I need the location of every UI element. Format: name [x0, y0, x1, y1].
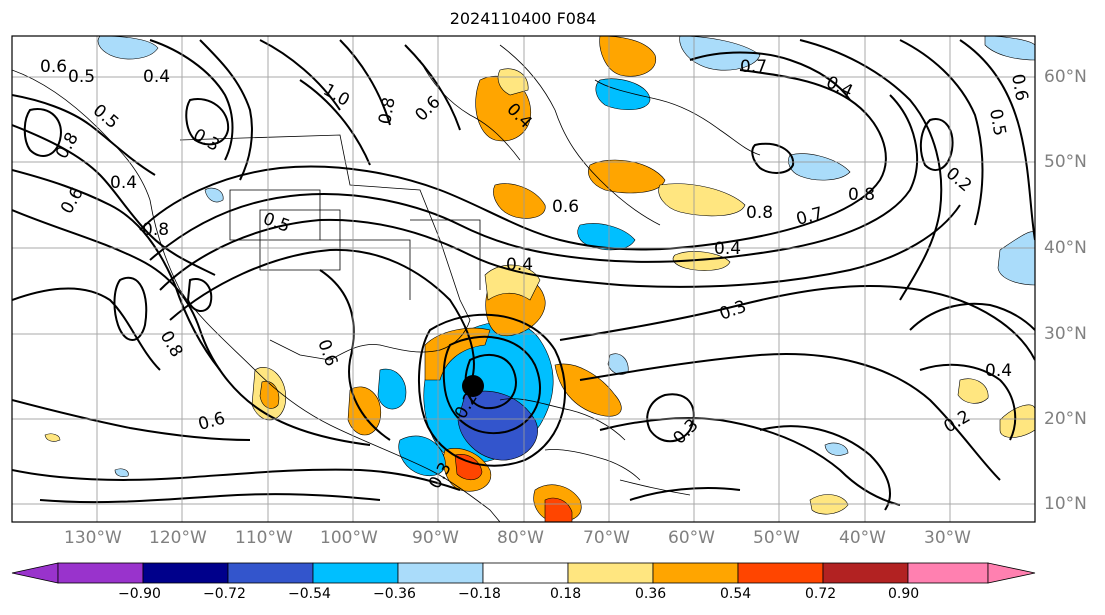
contour-label: 0.8: [746, 203, 773, 223]
lon-label: 80°W: [497, 528, 544, 548]
coastlines: [12, 44, 761, 522]
colorbar-tick-label: −0.72: [203, 586, 246, 602]
colorbar-tick-label: −0.18: [458, 586, 501, 602]
lon-label: 60°W: [668, 528, 715, 548]
colorbar-tick-label: 0.72: [805, 586, 837, 602]
contour-label: 0.4: [714, 239, 741, 259]
lon-label: 130°W: [64, 528, 122, 548]
contour-label: 0.6: [552, 197, 579, 217]
colorbar-tick-label: 0.90: [888, 586, 920, 602]
colorbar-segment: [907, 562, 989, 584]
lat-label: 30°N: [1044, 324, 1087, 344]
colorbar-segment: [737, 562, 824, 584]
colorbar-segment: [57, 562, 144, 584]
lat-label: 10°N: [1044, 494, 1087, 514]
colorbar-tick-label: −0.54: [288, 586, 331, 602]
lat-label: 20°N: [1044, 409, 1087, 429]
colorbar-extend-low: [11, 562, 59, 584]
contour-label: 0.6: [40, 57, 67, 77]
lon-label: 110°W: [235, 528, 293, 548]
contour-label: 0.4: [506, 255, 533, 275]
contour-label: 0.4: [143, 67, 170, 87]
lon-label: 100°W: [320, 528, 378, 548]
colorbar-tick-label: 0.18: [550, 586, 582, 602]
lon-label: 40°W: [839, 528, 886, 548]
colorbar-tick-label: −0.90: [118, 586, 161, 602]
contour-label: 0.8: [142, 220, 169, 240]
colorbar-tick-label: −0.36: [373, 586, 416, 602]
contour-label: 0.5: [985, 107, 1009, 137]
contour-label: 0.6: [1007, 72, 1031, 102]
lat-label: 50°N: [1044, 152, 1087, 172]
lon-label: 90°W: [412, 528, 459, 548]
colorbar-tick-label: 0.36: [635, 586, 667, 602]
shaded-fields: [44, 36, 1035, 522]
colorbar-segment: [567, 562, 654, 584]
gridlines: [12, 36, 1035, 522]
lat-label: 40°N: [1044, 238, 1087, 258]
contour-label: 0.4: [110, 173, 137, 193]
contour-lines: [12, 39, 1035, 511]
lon-label: 120°W: [149, 528, 207, 548]
colorbar-segment: [142, 562, 229, 584]
lon-label: 70°W: [583, 528, 630, 548]
contour-label: 0.5: [68, 67, 95, 87]
colorbar-segment: [822, 562, 909, 584]
lon-label: 50°W: [753, 528, 800, 548]
colorbar-segment: [397, 562, 484, 584]
lon-label: 30°W: [924, 528, 971, 548]
colorbar-extend-high: [987, 562, 1036, 584]
colorbar: [11, 562, 1036, 584]
colorbar-tick-label: 0.54: [720, 586, 752, 602]
contour-label: 0.8: [848, 185, 875, 205]
colorbar-segment: [652, 562, 739, 584]
map-title: 2024110400 F084: [449, 9, 597, 28]
colorbar-segment: [482, 562, 569, 584]
colorbar-segment: [312, 562, 399, 584]
map-frame: [11, 35, 1036, 523]
contour-label: 0.7: [740, 57, 767, 77]
contour-label: 0.8: [375, 96, 399, 126]
contour-label: 0.4: [985, 361, 1012, 381]
storm-center-marker: [462, 375, 484, 397]
map-content: 0.6 0.5 0.4 0.5 0.3 0.8 0.4 0.6 0.8 0.5 …: [12, 36, 1035, 522]
colorbar-segment: [227, 562, 314, 584]
lat-label: 60°N: [1044, 67, 1087, 87]
